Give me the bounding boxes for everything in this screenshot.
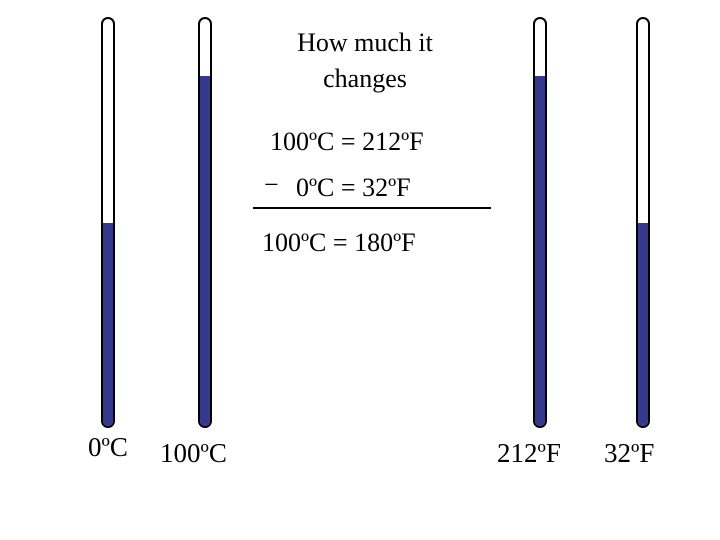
liquid-column [638, 222, 648, 426]
label-100c: 100ºC [160, 438, 227, 468]
label-212f: 212ºF [497, 438, 561, 468]
thermometer-celsius-100 [198, 17, 212, 428]
minus-sign: − [264, 170, 279, 199]
label-0c: 0ºC [88, 432, 128, 462]
thermometer-celsius-0 [101, 17, 115, 428]
title-line-1: How much it [297, 28, 433, 57]
equation-result: 100ºC = 180ºF [262, 228, 416, 257]
liquid-column [200, 75, 210, 426]
equation-middle: 0ºC = 32ºF [296, 173, 411, 202]
thermometer-fahrenheit-212 [533, 17, 547, 428]
thermometer-fahrenheit-32 [636, 17, 650, 428]
label-32f: 32ºF [604, 438, 655, 468]
title-line-2: changes [323, 64, 407, 93]
liquid-column [103, 222, 113, 426]
equation-top: 100ºC = 212ºF [270, 127, 424, 156]
subtraction-line [253, 207, 491, 209]
liquid-column [535, 75, 545, 426]
